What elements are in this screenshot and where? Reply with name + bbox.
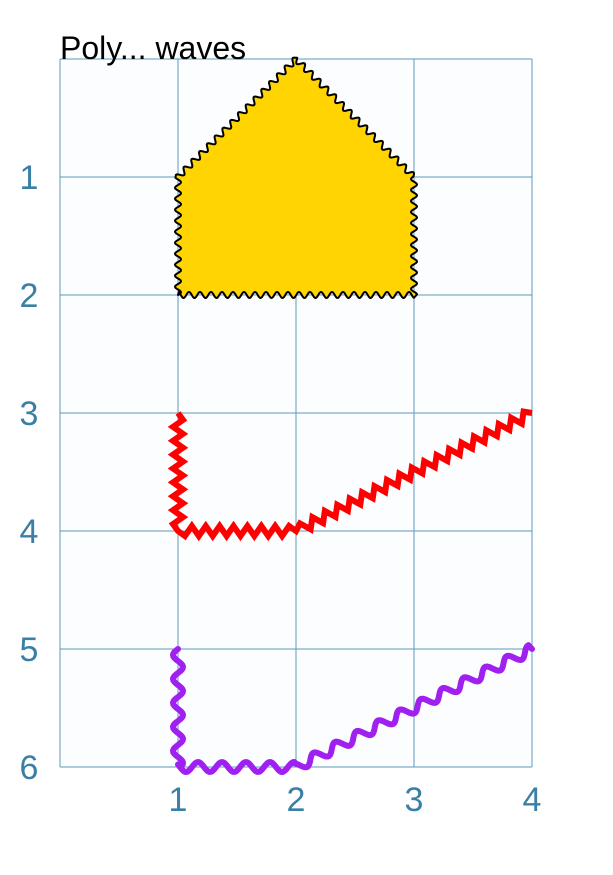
y-tick-label: 6 [20, 749, 39, 787]
y-tick-label: 5 [20, 631, 39, 669]
y-tick-label: 4 [20, 513, 39, 551]
shapes-layer [167, 56, 535, 775]
y-tick-label: 3 [20, 395, 39, 433]
y-tick-label: 1 [20, 159, 39, 197]
x-tick-label: 4 [523, 781, 542, 819]
x-axis-ticks: 1 2 3 4 [169, 781, 542, 819]
wavy-pentagon [174, 56, 418, 299]
y-tick-label: 2 [20, 277, 39, 315]
x-tick-label: 2 [287, 781, 306, 819]
x-tick-label: 1 [169, 781, 188, 819]
zigzag-line [167, 408, 533, 542]
chart-title: Poly... waves [60, 30, 246, 66]
y-axis-ticks: 1 2 3 4 5 6 [20, 159, 39, 787]
wavy-line [170, 642, 535, 775]
x-tick-label: 3 [405, 781, 424, 819]
